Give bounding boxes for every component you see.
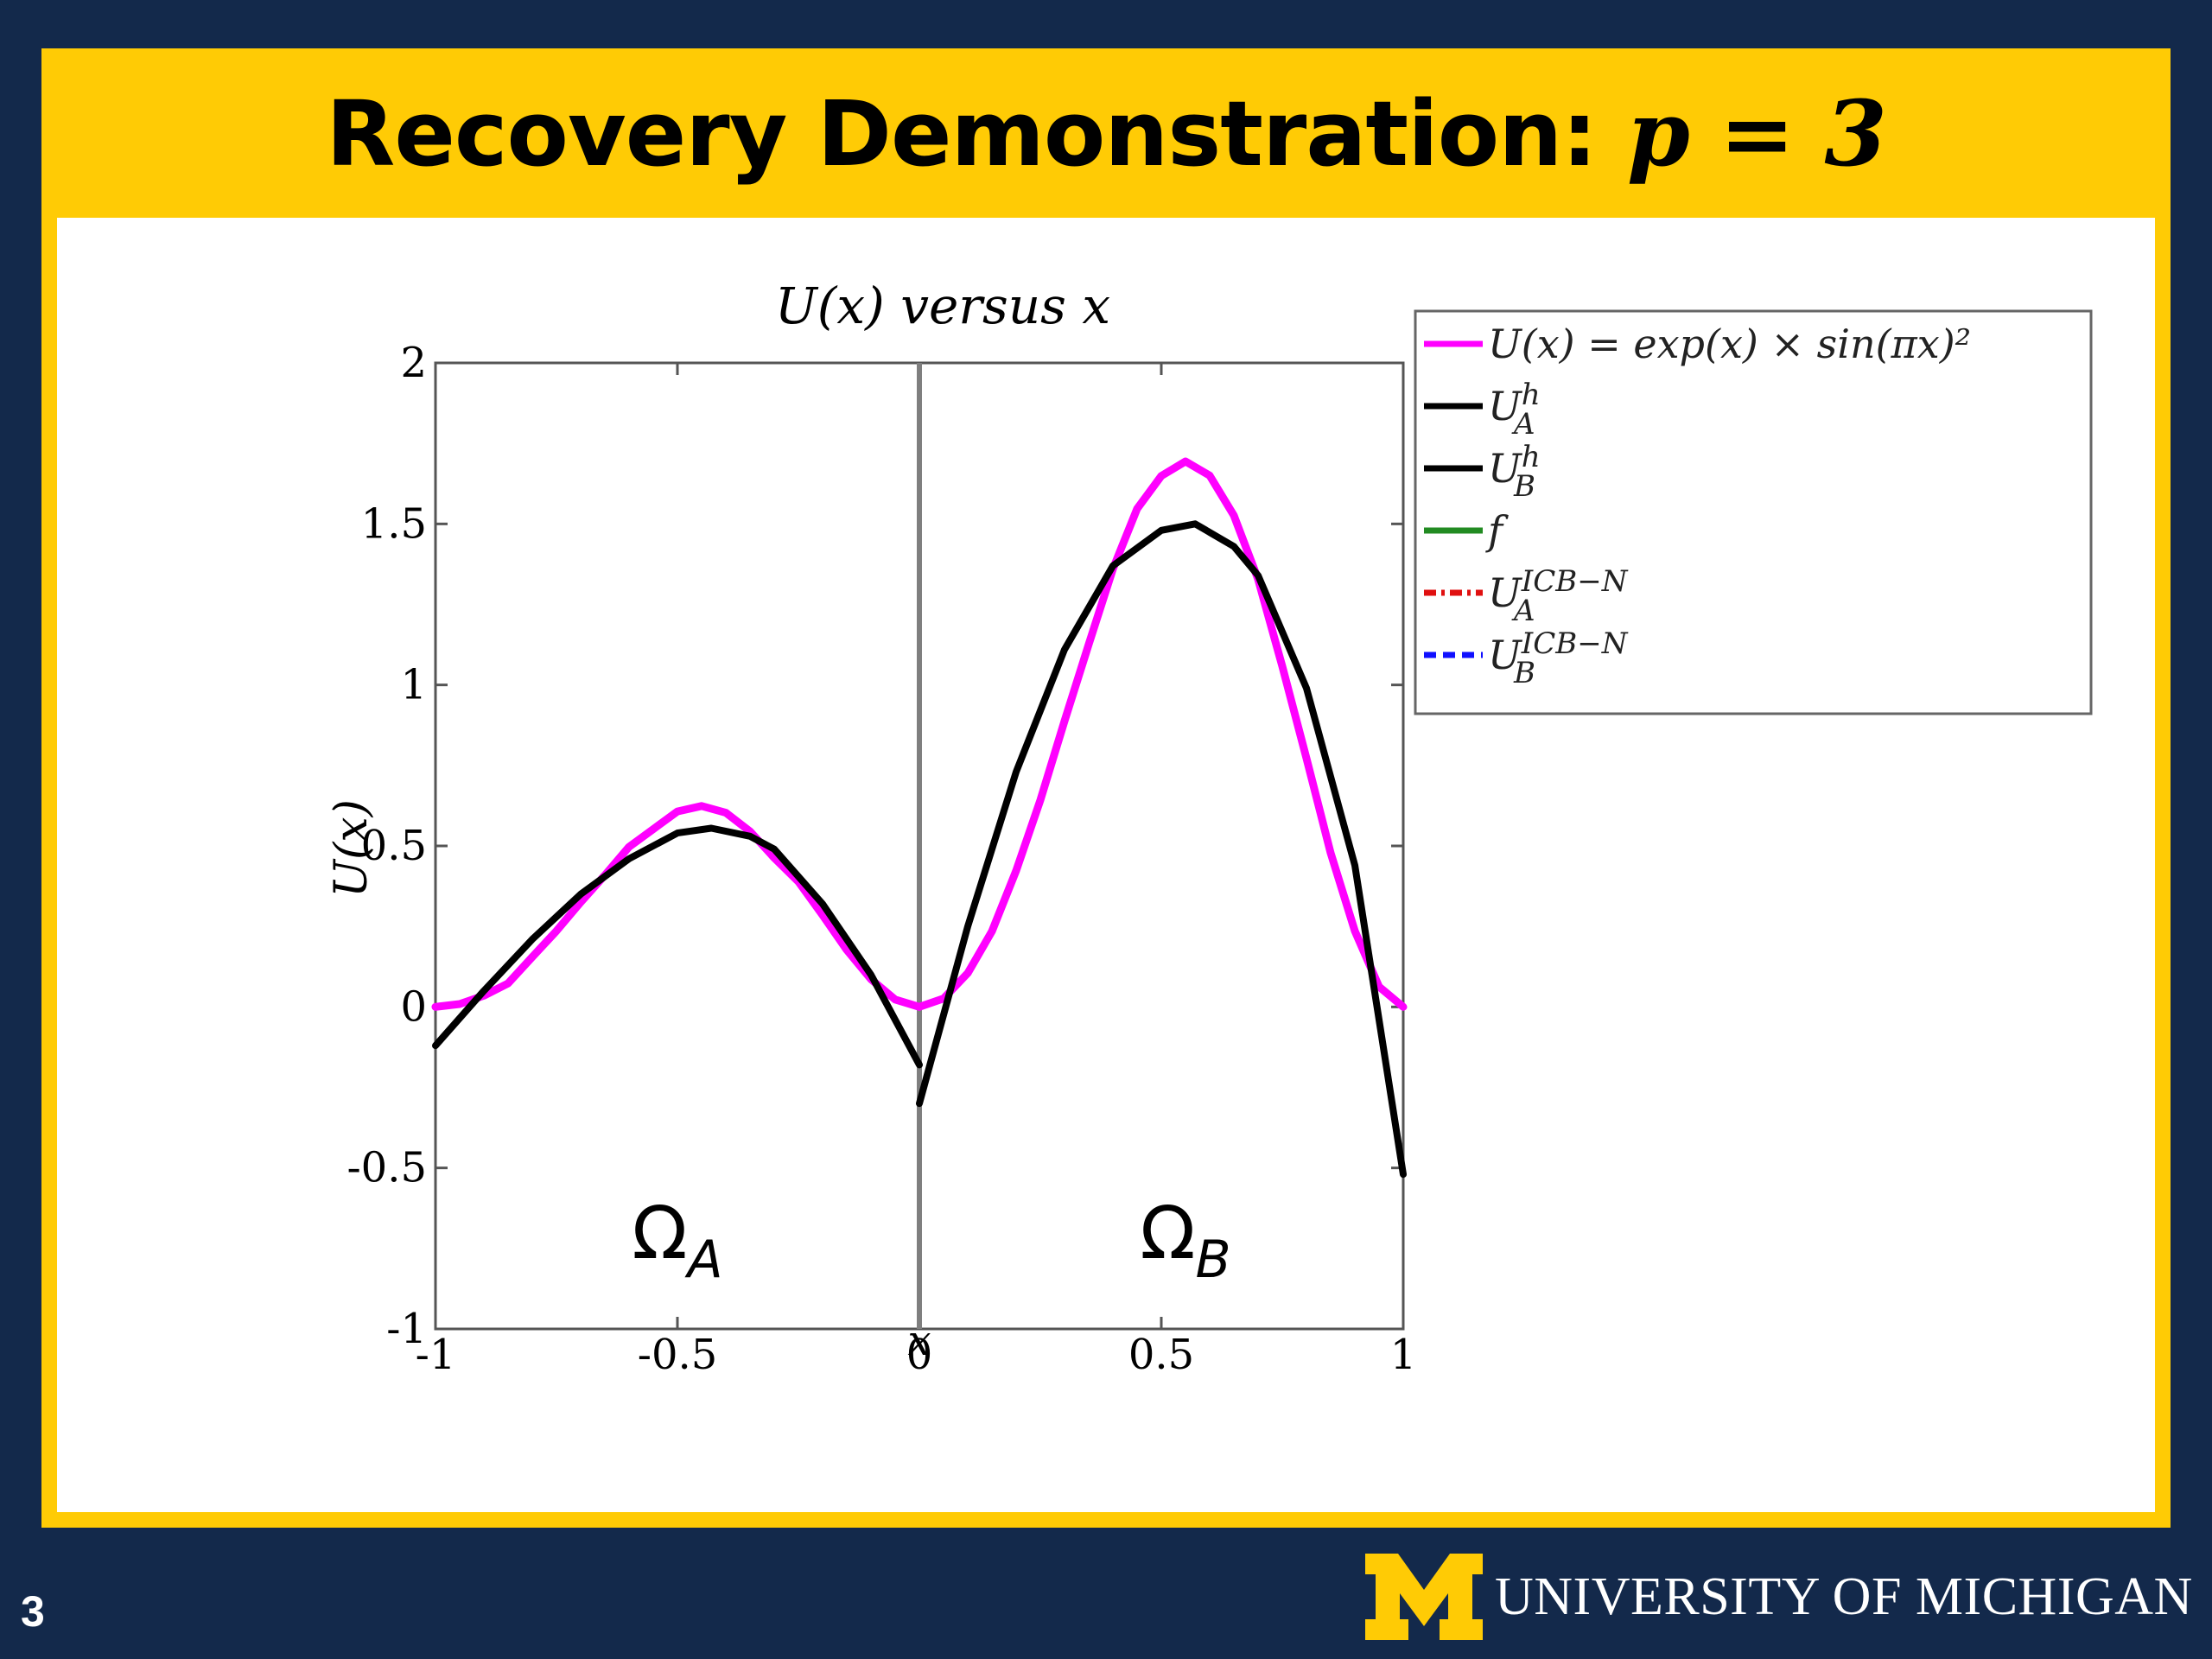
title-bar: Recovery Demonstration: p = 3 bbox=[41, 48, 2171, 218]
x-tick-label: 1 bbox=[1390, 1331, 1417, 1379]
slide-title: Recovery Demonstration: p = 3 bbox=[326, 79, 1887, 187]
y-tick-label: 1.5 bbox=[361, 499, 427, 548]
y-tick-label: 0.5 bbox=[361, 822, 427, 870]
x-tick-label: -0.5 bbox=[638, 1331, 718, 1379]
legend-label-1: Uh A bbox=[1488, 378, 1541, 442]
annotation-layer: ΩA ΩB bbox=[632, 1191, 1230, 1290]
y-axis: -1 -0.5 0 0.5 1 1.5 2 bbox=[346, 339, 1403, 1353]
chart: U(x) versus x -1 -0.5 0 0.5 1 1.5 2 -1 -0.5 0 0.5… bbox=[326, 276, 2093, 1379]
x-axis: -1 -0.5 0 0.5 1 bbox=[416, 363, 1417, 1379]
legend-label-0: U(x) = exp(x) × sin(πx)² bbox=[1488, 321, 1971, 367]
slide-number: 3 bbox=[21, 1587, 45, 1636]
y-axis-label: U(x) bbox=[326, 799, 378, 898]
legend-label-4: UICB−N A bbox=[1488, 564, 1629, 628]
series-layer bbox=[431, 457, 1408, 1179]
slide-title-math: p = 3 bbox=[1627, 79, 1887, 187]
content-area: U(x) versus x -1 -0.5 0 0.5 1 1.5 2 -1 -0.5 0 0.5… bbox=[57, 218, 2155, 1512]
university-logo: UNIVERSITY OF MICHIGAN bbox=[1365, 1554, 2193, 1640]
x-tick-label: -1 bbox=[416, 1331, 456, 1379]
legend-label-2: Uh B bbox=[1488, 440, 1541, 504]
chart-title: U(x) versus x bbox=[775, 276, 1110, 335]
domain-annotation: ΩB bbox=[1140, 1191, 1230, 1290]
legend-label-5: UICB−N B bbox=[1488, 626, 1629, 690]
y-tick-label: -0.5 bbox=[346, 1144, 427, 1192]
series-line-1 bbox=[432, 824, 923, 1069]
domain-annotation: ΩA bbox=[632, 1191, 722, 1290]
university-name: UNIVERSITY OF MICHIGAN bbox=[1495, 1567, 2193, 1626]
legend-box bbox=[1414, 309, 2093, 715]
x-tick-label: 0.5 bbox=[1128, 1331, 1194, 1379]
y-tick-label: -1 bbox=[386, 1305, 427, 1353]
block-m-icon bbox=[1365, 1554, 1483, 1640]
y-tick-label: 0 bbox=[400, 982, 427, 1031]
slide-frame: Recovery Demonstration: p = 3 U(x) versu… bbox=[41, 48, 2171, 1528]
x-tick-label: 0 bbox=[906, 1331, 933, 1379]
slide-title-text: Recovery Demonstration: bbox=[326, 80, 1628, 187]
series-line-2 bbox=[916, 520, 1407, 1179]
y-tick-label: 1 bbox=[400, 661, 427, 709]
y-tick-label: 2 bbox=[400, 339, 427, 387]
